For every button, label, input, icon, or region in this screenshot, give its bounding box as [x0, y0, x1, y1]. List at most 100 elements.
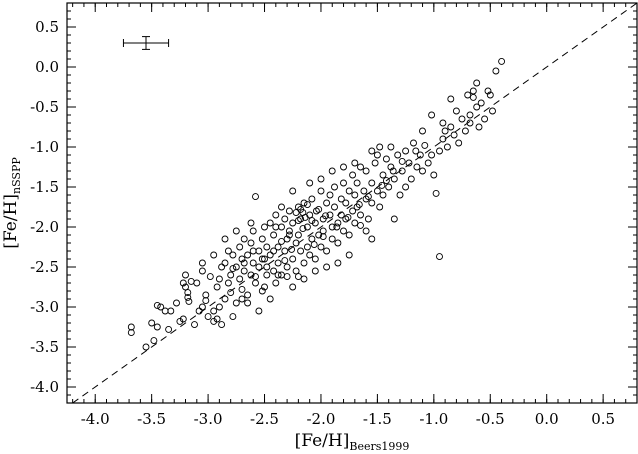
data-point: [421, 141, 429, 149]
y-tick-label: -2.0: [30, 218, 59, 236]
data-point: [283, 263, 291, 271]
data-point: [263, 271, 271, 279]
data-point: [150, 337, 158, 345]
data-point: [466, 111, 474, 119]
data-point: [247, 239, 255, 247]
data-point: [195, 307, 203, 315]
data-point: [334, 259, 342, 267]
data-point: [432, 189, 440, 197]
data-point: [224, 247, 232, 255]
data-point: [148, 319, 156, 327]
x-tick-label: -2.5: [250, 410, 279, 428]
data-point: [165, 325, 173, 333]
data-point: [236, 243, 244, 251]
data-point: [317, 187, 325, 195]
data-point: [368, 179, 376, 187]
reference-line-layer: [72, 2, 638, 404]
data-point: [455, 139, 463, 147]
data-point: [184, 289, 192, 297]
data-point: [185, 297, 193, 305]
data-point: [334, 239, 342, 247]
data-point: [229, 313, 237, 321]
data-point: [319, 233, 327, 241]
data-point: [353, 203, 361, 211]
data-point: [405, 159, 413, 167]
data-point: [402, 147, 410, 155]
data-point: [310, 241, 318, 249]
data-point: [317, 243, 325, 251]
data-point: [244, 291, 252, 299]
data-point: [198, 259, 206, 267]
data-point: [315, 231, 323, 239]
data-point: [240, 259, 248, 267]
data-point: [317, 175, 325, 183]
data-point: [278, 203, 285, 211]
data-point: [371, 159, 379, 167]
data-point: [428, 111, 436, 119]
data-point: [475, 123, 483, 131]
data-point: [360, 187, 368, 195]
data-point: [278, 223, 285, 231]
data-point: [252, 273, 259, 281]
data-point: [340, 227, 347, 235]
data-point: [410, 139, 417, 147]
data-point: [221, 259, 229, 267]
data-point: [322, 212, 329, 220]
data-point: [357, 163, 364, 171]
data-point: [213, 315, 221, 323]
data-point: [266, 295, 274, 303]
data-point: [249, 227, 257, 235]
data-point: [486, 91, 494, 99]
data-point: [387, 143, 395, 151]
data-point: [345, 231, 353, 239]
data-point: [191, 321, 198, 329]
y-tick-label: -2.5: [30, 258, 59, 276]
data-point: [182, 283, 189, 291]
data-point: [484, 87, 492, 95]
data-point: [498, 57, 506, 65]
data-point: [323, 247, 331, 255]
data-point: [303, 201, 311, 209]
data-point: [252, 193, 259, 201]
data-point: [218, 263, 226, 271]
data-point: [328, 167, 336, 175]
data-point: [236, 275, 244, 283]
data-point: [274, 271, 282, 279]
data-point: [270, 247, 278, 255]
data-point: [373, 151, 381, 159]
data-point: [416, 151, 424, 159]
data-point: [355, 201, 363, 209]
data-point: [308, 235, 316, 243]
y-axis-title-subscript: nSSPP: [10, 157, 23, 194]
data-point: [142, 343, 150, 351]
data-point: [270, 267, 278, 275]
data-point: [247, 219, 255, 227]
data-point: [202, 297, 210, 305]
data-point: [258, 235, 266, 243]
one-to-one-dashed-line: [72, 2, 638, 404]
data-point: [182, 271, 189, 279]
x-tick-label: -3.5: [137, 410, 166, 428]
data-point: [300, 259, 308, 267]
data-point: [289, 283, 297, 291]
data-point: [278, 237, 285, 245]
data-point: [244, 251, 252, 259]
data-point: [210, 317, 218, 325]
data-point: [489, 107, 496, 115]
data-point: [473, 103, 481, 111]
data-point: [244, 299, 252, 307]
data-point: [215, 303, 223, 311]
data-point: [281, 247, 289, 255]
data-point: [342, 199, 350, 207]
data-point: [373, 187, 381, 195]
data-point: [402, 183, 410, 191]
data-point: [385, 183, 393, 191]
data-point: [187, 277, 195, 285]
data-point: [323, 263, 331, 271]
data-point: [351, 159, 359, 167]
data-point: [326, 211, 334, 219]
data-point: [436, 147, 443, 155]
data-point: [469, 93, 477, 101]
data-point: [340, 163, 347, 171]
data-point: [362, 195, 370, 203]
